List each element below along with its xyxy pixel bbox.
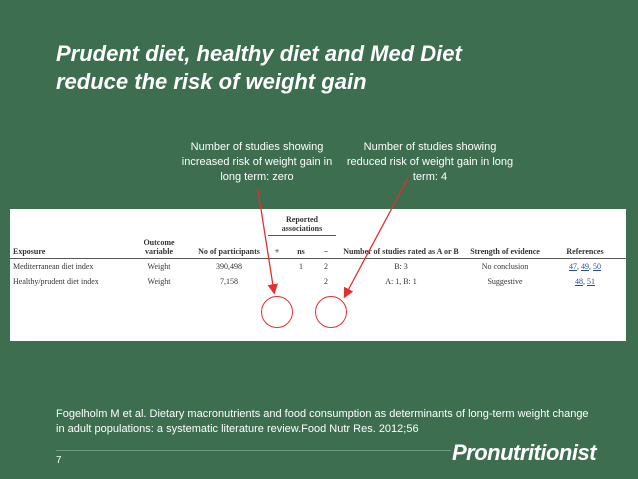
col-outcome: Outcome variable: [128, 235, 190, 259]
col-participants: No of participants: [190, 235, 268, 259]
title-line-1: Prudent diet, healthy diet and Med Diet: [56, 41, 462, 66]
cell-plus: [268, 274, 286, 289]
reference-link[interactable]: 48: [575, 276, 583, 286]
cell-refs: 48, 51: [575, 276, 595, 286]
cell-exposure: Healthy/prudent diet index: [13, 276, 99, 286]
reference-link[interactable]: 51: [587, 276, 595, 286]
reported-associations-header: Reported associations: [268, 209, 336, 236]
cell-rated: B: 3: [394, 261, 408, 271]
cell-plus: [268, 258, 286, 274]
col-exposure: Exposure: [10, 235, 128, 259]
table-row: Healthy/prudent diet index Weight 7,158 …: [10, 274, 626, 289]
annotation-reduced-risk: Number of studies showing reduced risk o…: [346, 141, 514, 183]
col-strength: Strength of evidence: [466, 235, 544, 259]
col-rated: Number of studies rated as A or B: [336, 235, 466, 259]
cell-minus: 2: [324, 276, 328, 286]
col-refs: References: [544, 235, 626, 259]
slide-title: Prudent diet, healthy diet and Med Diet …: [56, 40, 616, 96]
cell-strength: Suggestive: [487, 276, 523, 286]
col-plus: +: [268, 235, 286, 259]
cell-participants: 390,498: [216, 261, 242, 271]
highlight-circle-plus: [261, 296, 293, 328]
footer-divider: [56, 450, 451, 451]
cell-minus: 2: [324, 261, 328, 271]
reference-link[interactable]: 50: [593, 261, 601, 271]
cell-outcome: Weight: [147, 276, 171, 286]
cell-refs: 47, 49, 50: [569, 261, 601, 271]
pronutritionist-logo: Pronutritionist: [452, 440, 597, 465]
reference-link[interactable]: 47: [569, 261, 577, 271]
cell-ns: [286, 274, 316, 289]
reference-link[interactable]: 49: [581, 261, 589, 271]
page-number: 7: [56, 455, 62, 466]
cell-rated: A: 1, B: 1: [385, 276, 417, 286]
col-ns: ns: [286, 235, 316, 259]
citation: Fogelholm M et al. Dietary macronutrient…: [56, 408, 589, 435]
cell-strength: No conclusion: [481, 261, 529, 271]
cell-outcome: Weight: [147, 261, 171, 271]
cell-ns: 1: [299, 261, 303, 271]
col-minus: −: [316, 235, 336, 259]
cell-participants: 7,158: [220, 276, 238, 286]
annotation-increased-risk: Number of studies showing increased risk…: [181, 141, 333, 183]
study-table: Reported associations Exposure Outcome v…: [10, 209, 626, 289]
cell-exposure: Mediterranean diet index: [13, 261, 94, 271]
highlight-circle-minus: [315, 296, 347, 328]
table-row: Mediterranean diet index Weight 390,498 …: [10, 258, 626, 274]
title-line-2: reduce the risk of weight gain: [56, 69, 367, 94]
